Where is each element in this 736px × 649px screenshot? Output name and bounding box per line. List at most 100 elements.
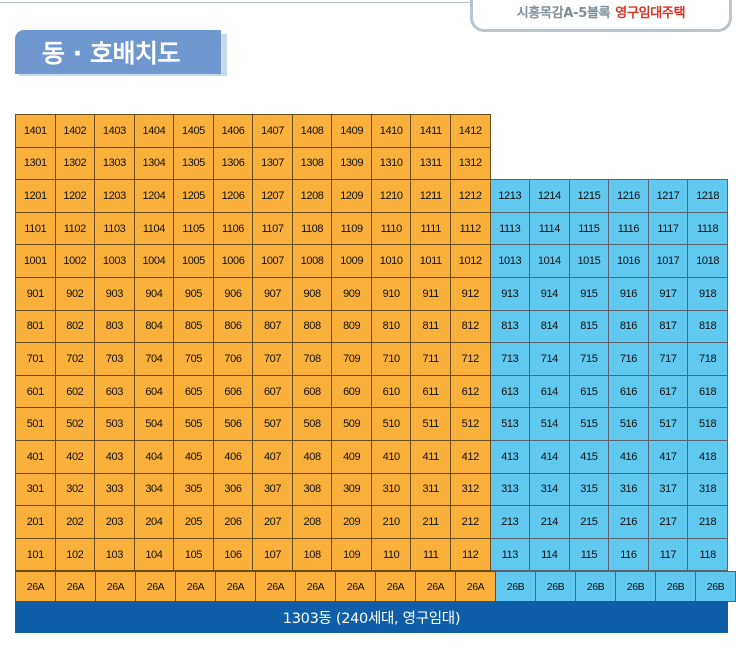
empty-cell	[648, 147, 688, 180]
unit-cell: 302	[54, 472, 96, 507]
unit-cell: 204	[133, 505, 175, 539]
unit-cell: 608	[291, 374, 333, 409]
unit-type-row: 26A 26A 26A 26A 26A 26A 26A 26A 26A 26A 26A 26A 26B 2…	[15, 571, 736, 602]
unit-cell: 403	[94, 439, 135, 474]
unit-cell: 215	[568, 505, 610, 539]
unit-cell: 808	[291, 309, 333, 344]
unit-cell: 718	[687, 342, 728, 376]
unit-cell: 1201	[15, 179, 56, 213]
unit-cell: 1214	[529, 179, 570, 213]
unit-cell: 1207	[252, 179, 293, 213]
unit-cell: 210	[370, 505, 412, 539]
unit-type-cell: 26A	[175, 571, 216, 602]
unit-cell: 907	[252, 276, 293, 311]
project-name: 시흥목감A-5블록	[516, 6, 611, 21]
unit-cell: 308	[291, 472, 333, 507]
top-divider-line	[0, 2, 470, 3]
floor-row: 301 302 303 304 305 306 307 308 309 310 311 312 313 3…	[15, 472, 728, 507]
empty-cell	[609, 115, 649, 148]
unit-cell: 115	[568, 537, 610, 572]
unit-cell: 418	[687, 439, 728, 474]
unit-cell: 1105	[173, 211, 214, 246]
page-title: 동 · 호배치도	[15, 30, 221, 74]
unit-cell: 315	[568, 472, 610, 507]
unit-cell: 417	[647, 439, 689, 474]
empty-cell	[688, 115, 728, 148]
floor-row: 101 102 103 104 105 106 107 108 109 110 111 112 113 1…	[15, 537, 728, 572]
unit-cell: 615	[568, 374, 610, 409]
floor-row: 201 202 203 204 205 206 207 208 209 210 211 212 213 2…	[15, 505, 728, 539]
floor-row: 701 702 703 704 705 706 707 708 709 710 711 712 713 7…	[15, 342, 728, 376]
unit-cell: 1014	[529, 244, 570, 278]
unit-cell: 605	[173, 374, 214, 409]
unit-cell: 607	[252, 374, 293, 409]
unit-cell: 705	[173, 342, 214, 376]
unit-type-cell: 26B	[695, 571, 736, 602]
unit-cell: 318	[687, 472, 728, 507]
unit-cell: 104	[133, 537, 175, 572]
unit-cell: 212	[449, 505, 491, 539]
unit-cell: 1309	[331, 146, 372, 181]
unit-cell: 908	[291, 276, 333, 311]
floor-row: 1301 1302 1303 1304 1305 1306 1307 1308 1309 1310…	[15, 146, 728, 181]
floor-row: 1101 1102 1103 1104 1105 1106 1107 1108 1109 1110…	[15, 211, 728, 246]
unit-cell: 414	[529, 439, 570, 474]
unit-cell: 604	[133, 374, 175, 409]
unit-cell: 717	[647, 342, 689, 376]
unit-type-table: 26A 26A 26A 26A 26A 26A 26A 26A 26A 26A 26A 26A 26B 2…	[15, 571, 736, 602]
unit-cell: 303	[94, 472, 135, 507]
unit-cell: 706	[212, 342, 254, 376]
unit-cell: 1009	[331, 244, 372, 278]
unit-cell: 816	[608, 309, 649, 344]
unit-cell: 108	[291, 537, 333, 572]
unit-cell: 902	[54, 276, 96, 311]
unit-cell: 314	[529, 472, 570, 507]
unit-cell: 216	[608, 505, 649, 539]
unit-cell: 614	[529, 374, 570, 409]
unit-cell: 1409	[331, 114, 372, 148]
unit-cell: 507	[252, 407, 293, 441]
unit-cell: 1408	[291, 114, 333, 148]
unit-cell: 912	[449, 276, 491, 311]
unit-cell: 317	[647, 472, 689, 507]
unit-cell: 511	[410, 407, 451, 441]
unit-cell: 710	[370, 342, 412, 376]
unit-cell: 1307	[252, 146, 293, 181]
unit-cell: 1010	[370, 244, 412, 278]
unit-cell: 1004	[133, 244, 175, 278]
unit-table: 1401 1402 1403 1404 1405 1406 1407 1408 1409 1410…	[15, 114, 728, 572]
unit-cell: 606	[212, 374, 254, 409]
unit-cell: 1312	[449, 146, 491, 181]
unit-cell: 1001	[15, 244, 56, 278]
unit-cell: 1303	[94, 146, 135, 181]
unit-cell: 618	[687, 374, 728, 409]
unit-cell: 310	[370, 472, 412, 507]
unit-cell: 911	[410, 276, 451, 311]
unit-cell: 410	[370, 439, 412, 474]
unit-cell: 802	[54, 309, 96, 344]
unit-cell: 217	[647, 505, 689, 539]
unit-cell: 603	[94, 374, 135, 409]
unit-cell: 404	[133, 439, 175, 474]
unit-type-cell: 26A	[415, 571, 456, 602]
unit-cell: 914	[529, 276, 570, 311]
unit-cell: 806	[212, 309, 254, 344]
unit-cell: 610	[370, 374, 412, 409]
unit-cell: 1216	[608, 179, 649, 213]
unit-type-cell: 26B	[615, 571, 656, 602]
unit-cell: 903	[94, 276, 135, 311]
unit-cell: 517	[647, 407, 689, 441]
unit-cell: 311	[410, 472, 451, 507]
unit-cell: 509	[331, 407, 372, 441]
unit-type-cell: 26B	[535, 571, 576, 602]
unit-cell: 201	[15, 505, 56, 539]
unit-cell: 211	[410, 505, 451, 539]
unit-cell: 910	[370, 276, 412, 311]
unit-cell: 416	[608, 439, 649, 474]
unit-cell: 906	[212, 276, 254, 311]
unit-cell: 807	[252, 309, 293, 344]
empty-cell	[530, 115, 570, 148]
unit-cell: 708	[291, 342, 333, 376]
unit-cell: 1202	[54, 179, 96, 213]
unit-cell: 1302	[54, 146, 96, 181]
